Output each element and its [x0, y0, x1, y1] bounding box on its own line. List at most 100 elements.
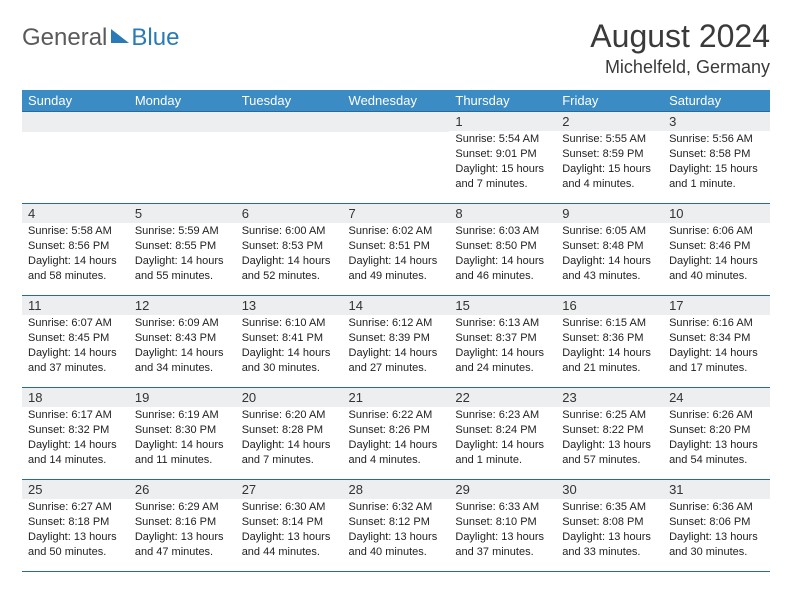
month-title: August 2024 — [590, 18, 770, 55]
sunrise-text: Sunrise: 6:26 AM — [669, 408, 764, 423]
calendar-cell: 5Sunrise: 5:59 AMSunset: 8:55 PMDaylight… — [129, 204, 236, 296]
sunset-text: Sunset: 8:14 PM — [242, 515, 337, 530]
calendar-cell: 13Sunrise: 6:10 AMSunset: 8:41 PMDayligh… — [236, 296, 343, 388]
day-data: Sunrise: 6:22 AMSunset: 8:26 PMDaylight:… — [343, 407, 450, 467]
day-number: 30 — [556, 480, 663, 499]
sunset-text: Sunset: 8:26 PM — [349, 423, 444, 438]
calendar-cell: 28Sunrise: 6:32 AMSunset: 8:12 PMDayligh… — [343, 480, 450, 572]
day-number: 17 — [663, 296, 770, 315]
calendar-cell: 10Sunrise: 6:06 AMSunset: 8:46 PMDayligh… — [663, 204, 770, 296]
day-number: 12 — [129, 296, 236, 315]
daylight-text: Daylight: 14 hours and 7 minutes. — [242, 438, 337, 468]
sunset-text: Sunset: 8:51 PM — [349, 239, 444, 254]
sunrise-text: Sunrise: 6:06 AM — [669, 224, 764, 239]
day-number: 9 — [556, 204, 663, 223]
calendar-row: 18Sunrise: 6:17 AMSunset: 8:32 PMDayligh… — [22, 388, 770, 480]
calendar-table: SundayMondayTuesdayWednesdayThursdayFrid… — [22, 90, 770, 572]
daylight-text: Daylight: 14 hours and 58 minutes. — [28, 254, 123, 284]
sunset-text: Sunset: 8:39 PM — [349, 331, 444, 346]
day-data: Sunrise: 5:54 AMSunset: 9:01 PMDaylight:… — [449, 131, 556, 191]
day-data: Sunrise: 6:10 AMSunset: 8:41 PMDaylight:… — [236, 315, 343, 375]
day-number: 13 — [236, 296, 343, 315]
calendar-cell: 18Sunrise: 6:17 AMSunset: 8:32 PMDayligh… — [22, 388, 129, 480]
sunrise-text: Sunrise: 6:03 AM — [455, 224, 550, 239]
calendar-cell: 14Sunrise: 6:12 AMSunset: 8:39 PMDayligh… — [343, 296, 450, 388]
day-number-empty — [236, 112, 343, 132]
calendar-body: 1Sunrise: 5:54 AMSunset: 9:01 PMDaylight… — [22, 112, 770, 572]
calendar-cell: 23Sunrise: 6:25 AMSunset: 8:22 PMDayligh… — [556, 388, 663, 480]
daylight-text: Daylight: 14 hours and 43 minutes. — [562, 254, 657, 284]
daylight-text: Daylight: 15 hours and 1 minute. — [669, 162, 764, 192]
calendar-cell: 1Sunrise: 5:54 AMSunset: 9:01 PMDaylight… — [449, 112, 556, 204]
title-block: August 2024 Michelfeld, Germany — [590, 18, 770, 78]
day-number: 14 — [343, 296, 450, 315]
weekday-header: Monday — [129, 90, 236, 112]
sunrise-text: Sunrise: 6:25 AM — [562, 408, 657, 423]
daylight-text: Daylight: 14 hours and 21 minutes. — [562, 346, 657, 376]
sunrise-text: Sunrise: 6:32 AM — [349, 500, 444, 515]
calendar-cell: 16Sunrise: 6:15 AMSunset: 8:36 PMDayligh… — [556, 296, 663, 388]
day-number: 15 — [449, 296, 556, 315]
logo-text-general: General — [22, 24, 107, 52]
day-data: Sunrise: 6:32 AMSunset: 8:12 PMDaylight:… — [343, 499, 450, 559]
day-number: 18 — [22, 388, 129, 407]
day-number: 27 — [236, 480, 343, 499]
sunset-text: Sunset: 8:10 PM — [455, 515, 550, 530]
sunset-text: Sunset: 8:55 PM — [135, 239, 230, 254]
calendar-cell — [236, 112, 343, 204]
daylight-text: Daylight: 15 hours and 4 minutes. — [562, 162, 657, 192]
daylight-text: Daylight: 13 hours and 37 minutes. — [455, 530, 550, 560]
daylight-text: Daylight: 13 hours and 33 minutes. — [562, 530, 657, 560]
day-data: Sunrise: 6:17 AMSunset: 8:32 PMDaylight:… — [22, 407, 129, 467]
calendar-cell: 8Sunrise: 6:03 AMSunset: 8:50 PMDaylight… — [449, 204, 556, 296]
sunrise-text: Sunrise: 6:30 AM — [242, 500, 337, 515]
daylight-text: Daylight: 14 hours and 34 minutes. — [135, 346, 230, 376]
day-data: Sunrise: 6:06 AMSunset: 8:46 PMDaylight:… — [663, 223, 770, 283]
daylight-text: Daylight: 13 hours and 40 minutes. — [349, 530, 444, 560]
sunset-text: Sunset: 8:43 PM — [135, 331, 230, 346]
day-number: 25 — [22, 480, 129, 499]
daylight-text: Daylight: 14 hours and 27 minutes. — [349, 346, 444, 376]
day-number: 22 — [449, 388, 556, 407]
daylight-text: Daylight: 13 hours and 57 minutes. — [562, 438, 657, 468]
calendar-cell: 4Sunrise: 5:58 AMSunset: 8:56 PMDaylight… — [22, 204, 129, 296]
calendar-cell: 21Sunrise: 6:22 AMSunset: 8:26 PMDayligh… — [343, 388, 450, 480]
daylight-text: Daylight: 13 hours and 50 minutes. — [28, 530, 123, 560]
sunset-text: Sunset: 8:30 PM — [135, 423, 230, 438]
daylight-text: Daylight: 14 hours and 37 minutes. — [28, 346, 123, 376]
sunrise-text: Sunrise: 6:13 AM — [455, 316, 550, 331]
daylight-text: Daylight: 14 hours and 1 minute. — [455, 438, 550, 468]
calendar-cell: 17Sunrise: 6:16 AMSunset: 8:34 PMDayligh… — [663, 296, 770, 388]
sunrise-text: Sunrise: 6:33 AM — [455, 500, 550, 515]
calendar-cell: 26Sunrise: 6:29 AMSunset: 8:16 PMDayligh… — [129, 480, 236, 572]
location: Michelfeld, Germany — [590, 57, 770, 78]
daylight-text: Daylight: 14 hours and 14 minutes. — [28, 438, 123, 468]
sunset-text: Sunset: 8:34 PM — [669, 331, 764, 346]
weekday-header: Friday — [556, 90, 663, 112]
sunset-text: Sunset: 8:32 PM — [28, 423, 123, 438]
day-data: Sunrise: 6:26 AMSunset: 8:20 PMDaylight:… — [663, 407, 770, 467]
day-data: Sunrise: 6:23 AMSunset: 8:24 PMDaylight:… — [449, 407, 556, 467]
sunset-text: Sunset: 8:20 PM — [669, 423, 764, 438]
day-number: 8 — [449, 204, 556, 223]
sunrise-text: Sunrise: 5:59 AM — [135, 224, 230, 239]
day-data: Sunrise: 6:05 AMSunset: 8:48 PMDaylight:… — [556, 223, 663, 283]
weekday-header: Thursday — [449, 90, 556, 112]
calendar-cell: 15Sunrise: 6:13 AMSunset: 8:37 PMDayligh… — [449, 296, 556, 388]
calendar-cell: 24Sunrise: 6:26 AMSunset: 8:20 PMDayligh… — [663, 388, 770, 480]
sunrise-text: Sunrise: 6:16 AM — [669, 316, 764, 331]
sunset-text: Sunset: 9:01 PM — [455, 147, 550, 162]
sunset-text: Sunset: 8:18 PM — [28, 515, 123, 530]
day-data: Sunrise: 6:16 AMSunset: 8:34 PMDaylight:… — [663, 315, 770, 375]
day-number: 28 — [343, 480, 450, 499]
logo: General Blue — [22, 18, 179, 52]
sunset-text: Sunset: 8:41 PM — [242, 331, 337, 346]
sunrise-text: Sunrise: 5:55 AM — [562, 132, 657, 147]
sunset-text: Sunset: 8:28 PM — [242, 423, 337, 438]
day-data: Sunrise: 6:25 AMSunset: 8:22 PMDaylight:… — [556, 407, 663, 467]
day-data: Sunrise: 6:29 AMSunset: 8:16 PMDaylight:… — [129, 499, 236, 559]
calendar-cell: 11Sunrise: 6:07 AMSunset: 8:45 PMDayligh… — [22, 296, 129, 388]
sunset-text: Sunset: 8:45 PM — [28, 331, 123, 346]
day-data: Sunrise: 5:59 AMSunset: 8:55 PMDaylight:… — [129, 223, 236, 283]
day-data: Sunrise: 6:03 AMSunset: 8:50 PMDaylight:… — [449, 223, 556, 283]
